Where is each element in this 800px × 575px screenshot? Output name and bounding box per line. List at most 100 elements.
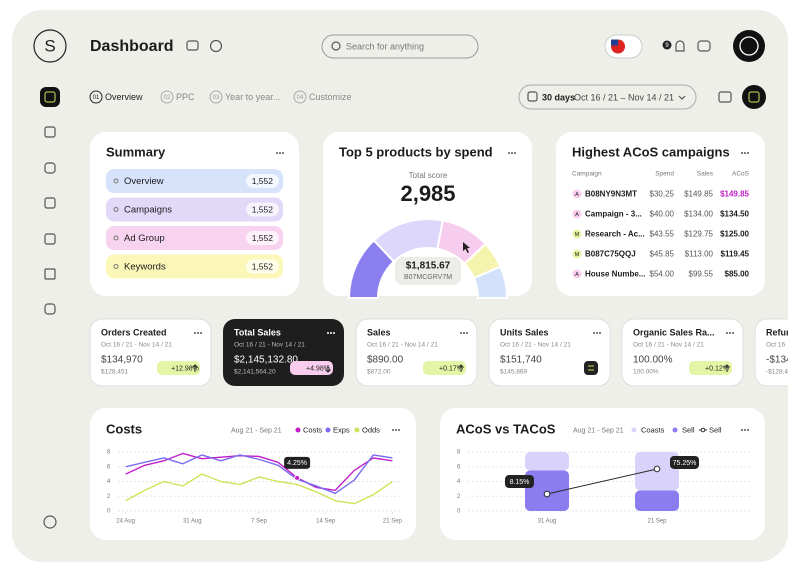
campaign-name: Campaign - 3... <box>585 210 642 219</box>
tab[interactable]: Overview <box>105 92 143 102</box>
bell-icon[interactable] <box>675 40 685 52</box>
line-series <box>546 468 658 495</box>
trend-arrow <box>192 364 198 372</box>
nav-icon[interactable] <box>44 126 56 138</box>
tab-number: 02 <box>164 95 171 101</box>
tab[interactable]: PPC <box>176 92 195 102</box>
nav-icon[interactable] <box>44 268 56 280</box>
summary-label: Campaigns <box>124 205 172 216</box>
y-tick-label: 0 <box>107 509 111 515</box>
kpi-value: 100.00% <box>633 355 673 366</box>
tooltip-product: B07MCGRV7M <box>404 274 452 281</box>
cursor <box>463 242 470 253</box>
avatar[interactable] <box>733 30 765 62</box>
menu-dots <box>279 152 281 154</box>
menu-dots <box>596 332 598 334</box>
kpi-card[interactable] <box>488 318 611 387</box>
campaigns-card <box>556 132 765 296</box>
bullet <box>113 178 119 184</box>
acos-card <box>440 408 765 540</box>
trend-arrow <box>458 364 464 372</box>
menu-dots <box>392 429 394 431</box>
menu-dots <box>463 332 465 334</box>
add-button[interactable] <box>742 85 766 109</box>
kpi-card[interactable] <box>754 318 800 387</box>
help-icon[interactable] <box>209 39 223 53</box>
campaign-name: B087C75QQJ <box>585 250 636 259</box>
nav-icon[interactable] <box>44 197 56 209</box>
nav-icon[interactable] <box>44 233 56 245</box>
kpi-value: $890.00 <box>367 355 404 366</box>
annotation-box <box>505 475 534 489</box>
bullet <box>113 264 119 269</box>
kpi-date: Oct 16 <box>766 342 786 349</box>
logo[interactable] <box>33 29 67 63</box>
x-tick-label: 31 Aug <box>183 519 202 525</box>
date-picker[interactable] <box>518 84 697 110</box>
menu-dots <box>726 332 728 334</box>
summary-item[interactable] <box>106 169 283 193</box>
search[interactable] <box>321 34 479 59</box>
chart-title: ACoS vs TACoS <box>456 421 556 436</box>
card-title: Summary <box>106 144 166 159</box>
legend-marker <box>700 427 706 433</box>
menu-dots <box>197 332 199 334</box>
sales: $99.55 <box>689 270 714 279</box>
campaign-badge <box>572 229 582 239</box>
nav-icon[interactable] <box>44 162 56 174</box>
menu-dots <box>747 152 749 154</box>
chart-subtitle: Aug 21 - Sep 21 <box>573 427 624 434</box>
badge-letter: A <box>575 212 579 218</box>
menu-dots <box>729 332 731 334</box>
menu-dots <box>460 332 462 334</box>
tab[interactable]: Year to year... <box>225 92 280 102</box>
add-icon <box>748 91 760 103</box>
menu-dots <box>200 332 202 334</box>
change-badge <box>157 361 200 375</box>
summary-value: 1,552 <box>252 176 274 186</box>
y-tick-label: 0 <box>457 509 461 515</box>
tab-number-ring <box>209 90 223 104</box>
kpi-previous: -$128,4 <box>766 369 788 376</box>
y-tick-label: 4 <box>457 479 461 485</box>
menu-dots <box>593 332 595 334</box>
summary-item[interactable] <box>106 197 283 222</box>
line-series <box>125 452 393 492</box>
trend-arrow <box>325 365 331 373</box>
calendar-icon <box>527 91 538 102</box>
chat-icon[interactable] <box>697 40 711 52</box>
acos: $85.00 <box>725 270 750 279</box>
summary-item[interactable] <box>106 254 283 279</box>
kpi-title: Organic Sales Ra... <box>633 327 715 337</box>
kpi-change: +12.98% <box>171 365 199 372</box>
avatar-icon <box>739 36 759 56</box>
icon[interactable] <box>186 40 199 51</box>
badge-letter: A <box>575 272 579 278</box>
nav-active[interactable] <box>40 87 60 107</box>
legend-marker <box>631 427 637 433</box>
spend: $45.85 <box>650 250 675 259</box>
y-tick-label: 6 <box>107 464 111 470</box>
summary-item[interactable] <box>106 226 283 250</box>
tab-number-ring <box>293 90 307 104</box>
point-marker <box>294 474 301 481</box>
folder-icon[interactable] <box>718 91 732 103</box>
card-title: Highest ACoS campaigns <box>572 144 730 159</box>
kpi-change: +0.12% <box>705 365 729 372</box>
annotation: 75.25% <box>673 460 697 467</box>
campaign-badge <box>572 189 582 199</box>
card-title: Top 5 products by spend <box>339 144 493 159</box>
nav-icon[interactable] <box>44 303 56 315</box>
date-range: Oct 16 / 21 – Nov 14 / 21 <box>574 92 674 102</box>
line-series <box>125 454 393 494</box>
tab[interactable]: Customize <box>309 92 352 102</box>
sales: $149.85 <box>684 190 713 199</box>
kpi-date: Oct 16 / 21 - Nov 14 / 21 <box>633 342 704 349</box>
nav-settings[interactable] <box>43 515 57 529</box>
annotation: 8.15% <box>510 479 530 486</box>
menu-dots <box>194 332 196 334</box>
score-label: Total score <box>409 171 448 180</box>
menu-dots <box>741 429 743 431</box>
column-header: ACoS <box>732 171 750 178</box>
nav-icon <box>44 91 56 103</box>
